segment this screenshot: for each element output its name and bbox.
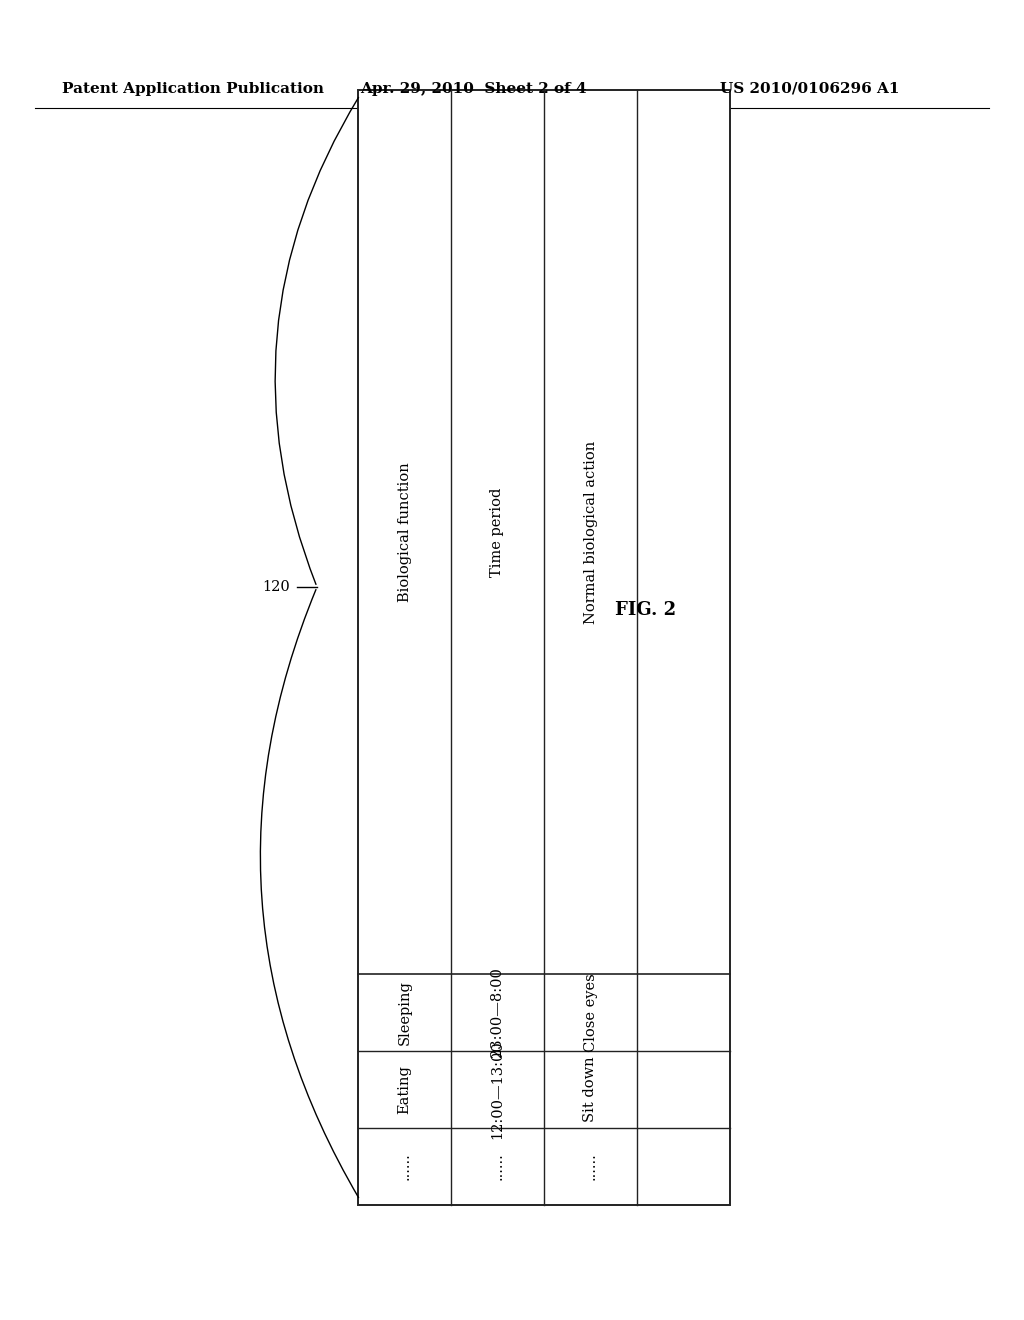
Text: ......: ......	[397, 1152, 412, 1180]
Text: Patent Application Publication: Patent Application Publication	[62, 82, 324, 96]
Text: ......: ......	[584, 1152, 597, 1180]
Bar	[358, 90, 730, 1205]
Text: 120: 120	[262, 579, 290, 594]
Text: Close eyes: Close eyes	[584, 973, 597, 1052]
Text: Time period: Time period	[490, 487, 505, 577]
Text: 12:00—13:00: 12:00—13:00	[490, 1040, 505, 1139]
Text: Sit down: Sit down	[584, 1057, 597, 1122]
Text: ......: ......	[490, 1152, 505, 1180]
Text: Apr. 29, 2010  Sheet 2 of 4: Apr. 29, 2010 Sheet 2 of 4	[360, 82, 587, 96]
Text: Normal biological action: Normal biological action	[584, 441, 597, 623]
Text: 23:00—8:00: 23:00—8:00	[490, 968, 505, 1057]
Text: FIG. 2: FIG. 2	[615, 601, 676, 619]
Text: Eating: Eating	[397, 1065, 412, 1114]
Text: US 2010/0106296 A1: US 2010/0106296 A1	[720, 82, 899, 96]
Text: Sleeping: Sleeping	[397, 979, 412, 1045]
Text: Biological function: Biological function	[397, 462, 412, 602]
